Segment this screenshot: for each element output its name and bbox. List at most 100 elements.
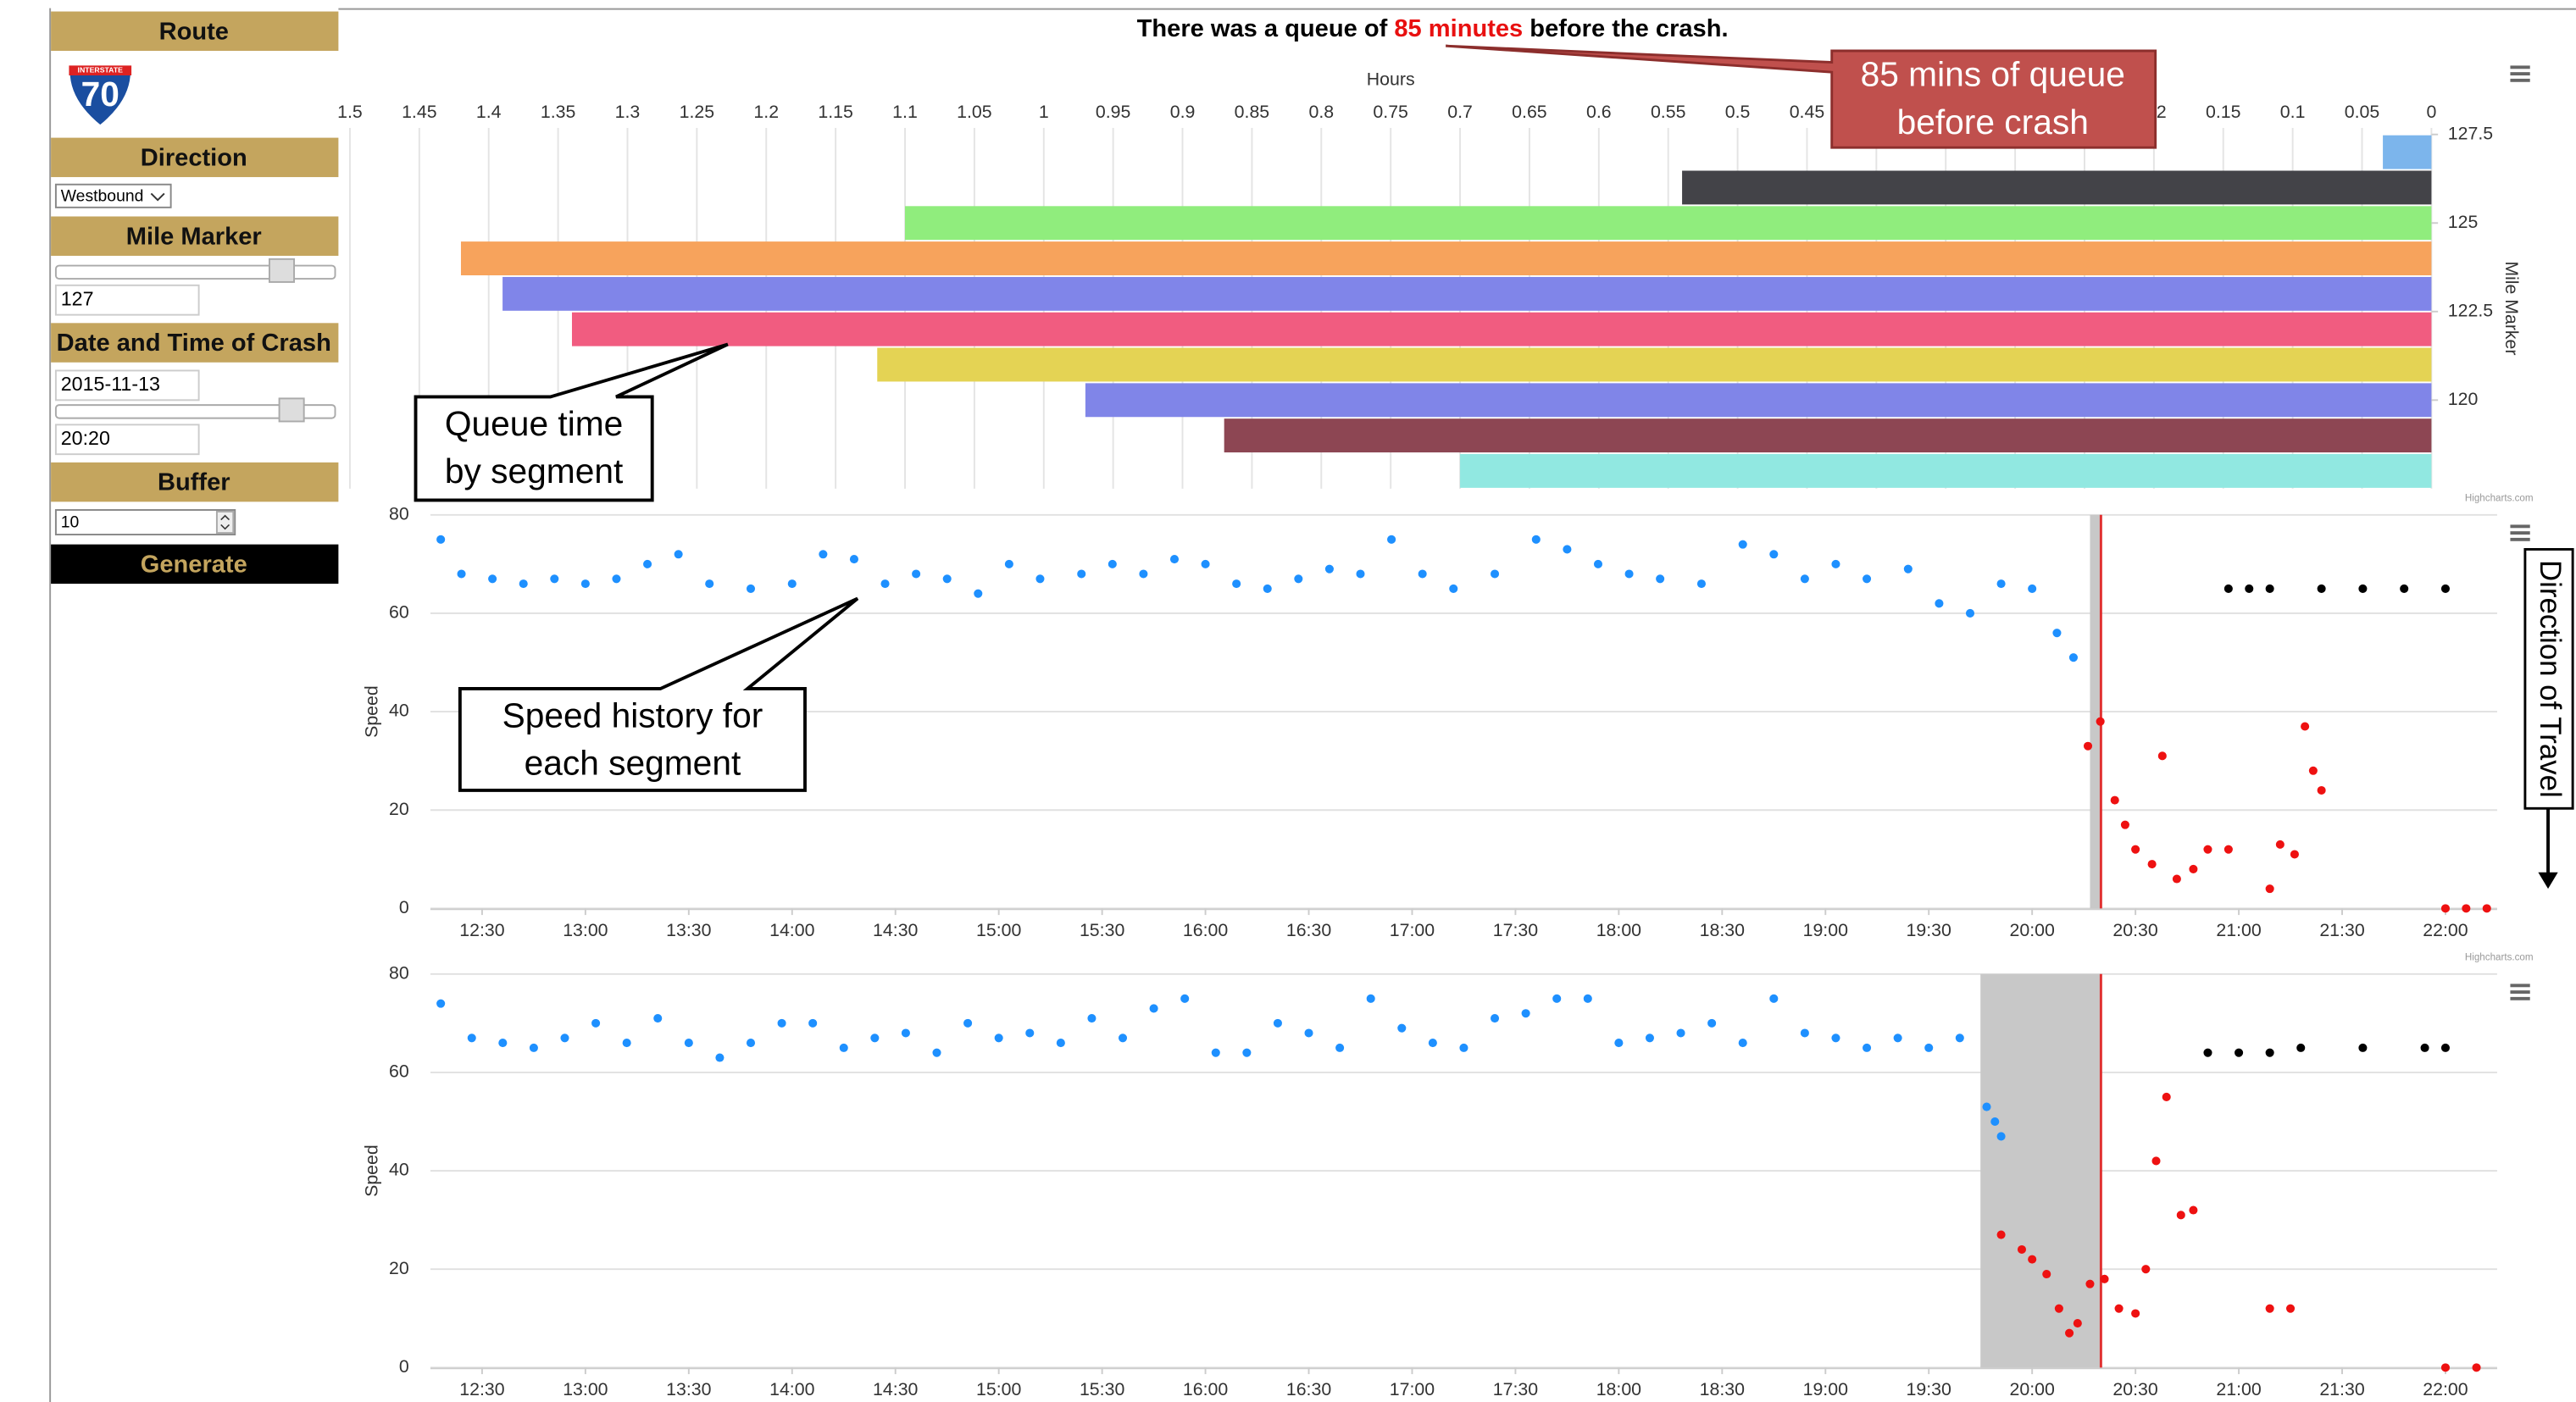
point [974, 589, 983, 598]
buffer-value[interactable]: 10 [61, 513, 80, 532]
point [1831, 559, 1840, 568]
direction-value[interactable]: Westbound [61, 186, 144, 205]
menu-icon[interactable] [2510, 65, 2530, 82]
menu-icon[interactable] [2510, 524, 2530, 541]
x-tick-label: 16:30 [1286, 920, 1331, 940]
point [1955, 1033, 1964, 1043]
point [2157, 751, 2167, 761]
point [932, 1048, 941, 1057]
point [674, 550, 683, 559]
x-tick-label: 13:30 [666, 1379, 711, 1399]
point [1356, 569, 1365, 579]
point [819, 550, 828, 559]
point [1800, 574, 1809, 584]
y-tick-label: 122.5 [2448, 300, 2493, 320]
y-tick-label: 20 [389, 799, 409, 819]
x-tick-label: 19:00 [1803, 1379, 1848, 1399]
point [1387, 535, 1396, 544]
plot-band [2090, 514, 2101, 909]
y-tick-label: 0 [399, 897, 409, 917]
generate-button[interactable] [51, 544, 339, 585]
sidebar: Route INTERSTATE 70 Direction Westbound … [51, 11, 339, 585]
y-axis-title: Mile Marker [2501, 261, 2522, 355]
point [653, 1014, 663, 1023]
input[interactable] [54, 424, 200, 456]
point [1831, 1033, 1840, 1043]
callout-queue-85: 85 mins of queue before crash [1446, 44, 2157, 149]
point [2265, 1048, 2274, 1057]
point [457, 569, 466, 579]
y-tick-label: 80 [389, 962, 409, 983]
y-tick-label: 80 [389, 503, 409, 524]
point [1552, 994, 1562, 1003]
point [2120, 820, 2129, 829]
y-tick-label: 40 [389, 1160, 409, 1180]
x-tick-label: 18:00 [1596, 920, 1641, 940]
point [1056, 1039, 1065, 1048]
point [2189, 1205, 2198, 1215]
point [2235, 1048, 2244, 1057]
shield-number: 70 [81, 75, 119, 114]
point [2317, 785, 2326, 795]
x-tick-label: 14:00 [769, 920, 814, 940]
x-tick-label: 20:00 [2009, 1379, 2054, 1399]
point [2114, 1304, 2124, 1313]
point [1645, 1033, 1654, 1043]
point [612, 574, 621, 584]
bar [502, 276, 2432, 311]
date-value[interactable]: 2015-11-13 [61, 373, 160, 395]
point [901, 1028, 910, 1038]
point [1025, 1028, 1035, 1038]
header [51, 323, 339, 363]
point [1304, 1028, 1313, 1038]
x-tick-label: 18:00 [1596, 1379, 1641, 1399]
point [1863, 574, 1872, 584]
generate-label[interactable]: Generate [141, 551, 247, 578]
point [2440, 1363, 2451, 1372]
mile-marker-value[interactable]: 127 [61, 287, 94, 309]
slider-handle[interactable] [278, 397, 305, 423]
point [1490, 1014, 1500, 1023]
x-tick-label: 19:30 [1907, 1379, 1951, 1399]
point [1087, 1014, 1096, 1023]
callout-text: 85 mins of queue [1861, 55, 2125, 94]
x-tick-label: 13:30 [666, 920, 711, 940]
point [2131, 1309, 2140, 1318]
point [1769, 994, 1779, 1003]
plot-band [1980, 973, 2101, 1368]
input[interactable] [54, 369, 200, 402]
slider-track[interactable] [54, 264, 336, 280]
x-tick-label: 0.6 [1586, 102, 1612, 122]
point [705, 579, 714, 589]
x-tick-label: 18:30 [1700, 1379, 1745, 1399]
x-tick-label: 14:00 [769, 1379, 814, 1399]
menu-icons [2510, 65, 2530, 1000]
point [684, 1039, 693, 1048]
input[interactable] [54, 284, 200, 316]
buffer-spinner[interactable]: 10 [54, 509, 236, 535]
point [2017, 1244, 2027, 1255]
x-tick-label: 0.75 [1373, 102, 1407, 122]
direction-select[interactable]: Westbound [54, 183, 172, 208]
point [1449, 584, 1458, 593]
point [498, 1039, 508, 1048]
point [1990, 1117, 2000, 1127]
callout-speed-history: Speed history for each segment [458, 596, 859, 792]
point [2083, 741, 2093, 751]
point [436, 999, 446, 1008]
menu-icon[interactable] [2510, 984, 2530, 1000]
slider-handle[interactable] [268, 258, 296, 283]
x-tick-label: 15:30 [1080, 920, 1124, 940]
bar [1460, 453, 2432, 488]
slider-track[interactable] [54, 404, 336, 419]
time-value[interactable]: 20:20 [61, 427, 110, 449]
point [746, 1039, 756, 1048]
x-tick-label: 1.15 [818, 102, 852, 122]
x-tick-label: 1.2 [753, 102, 779, 122]
x-tick-label: 0.7 [1447, 102, 1473, 122]
point [963, 1018, 973, 1028]
point [839, 1043, 848, 1052]
point [1624, 569, 1634, 579]
point [994, 1033, 1003, 1043]
x-tick-label: 20:00 [2009, 920, 2054, 940]
